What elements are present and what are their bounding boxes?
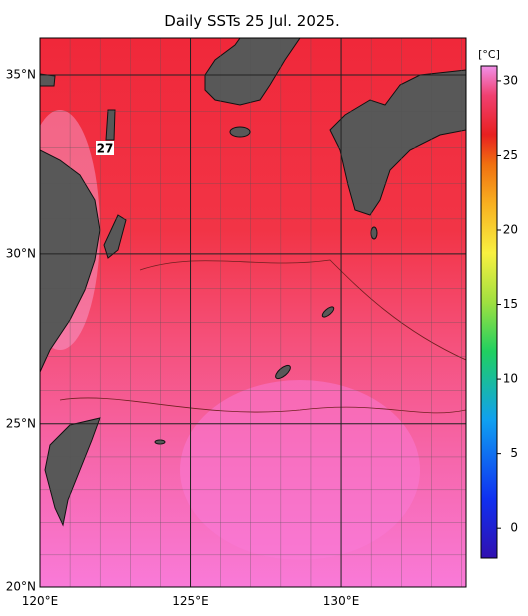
colorbar-tick-label: 30 bbox=[503, 73, 518, 87]
map-area: 27 bbox=[40, 38, 466, 587]
colorbar bbox=[480, 65, 498, 559]
colorbar-tick-label: 25 bbox=[503, 148, 518, 162]
colorbar-tick-label: 10 bbox=[503, 372, 518, 386]
colorbar-unit: [°C] bbox=[478, 48, 500, 61]
land-island bbox=[275, 364, 291, 380]
lon-label: 120°E bbox=[22, 594, 59, 608]
contour-label: 27 bbox=[97, 142, 114, 156]
land-jeju bbox=[229, 126, 251, 138]
colorbar-tick-label: 5 bbox=[510, 446, 518, 460]
contour-line bbox=[59, 397, 466, 414]
lat-label: 20°N bbox=[6, 580, 36, 594]
graticule bbox=[40, 38, 466, 587]
land-island bbox=[154, 439, 166, 445]
land-taiwan bbox=[44, 417, 101, 527]
warm-patch bbox=[180, 380, 420, 560]
title: Daily SSTs 25 Jul. 2025. bbox=[164, 12, 339, 30]
colorbar-tick-label: 20 bbox=[503, 223, 518, 237]
lon-label: 130°E bbox=[323, 594, 360, 608]
lat-label: 30°N bbox=[6, 246, 36, 260]
colorbar-tick-label: 0 bbox=[510, 521, 518, 535]
lat-label: 35°N bbox=[6, 68, 36, 82]
lon-label: 125°E bbox=[172, 594, 209, 608]
colorbar-tick-label: 15 bbox=[503, 297, 518, 311]
land-japan bbox=[329, 69, 466, 216]
land-island bbox=[321, 306, 335, 318]
land-island bbox=[370, 226, 378, 240]
map-frame bbox=[39, 37, 467, 588]
lat-label: 25°N bbox=[6, 416, 36, 430]
land bbox=[105, 109, 116, 141]
land bbox=[40, 73, 56, 87]
contour-label-box bbox=[96, 141, 114, 155]
contour-line bbox=[139, 259, 466, 361]
land-korea bbox=[204, 38, 301, 106]
